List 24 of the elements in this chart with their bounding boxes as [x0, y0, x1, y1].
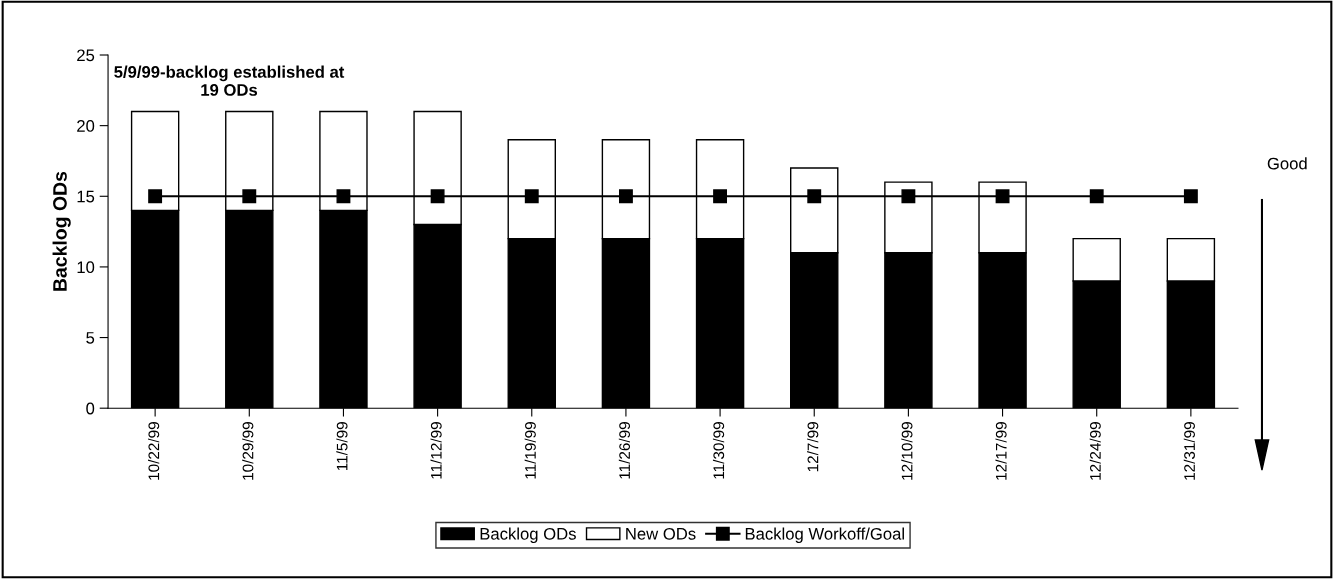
x-tick-label: 11/26/99 — [618, 422, 631, 479]
y-tick-label: 15 — [77, 190, 95, 203]
x-tick-label: 11/19/99 — [524, 422, 536, 479]
x-tick-label: 10/22/99 — [148, 422, 160, 480]
y-tick-label: 20 — [77, 120, 95, 132]
y-tick-label: 0 — [86, 402, 95, 415]
legend-label: Backlog ODs — [480, 527, 576, 544]
y-tick-label: 5 — [86, 332, 95, 344]
legend-label: New ODs — [626, 527, 696, 540]
x-tick-label: 11/5/99 — [336, 422, 348, 471]
x-tick-label: 12/7/99 — [807, 422, 819, 472]
text: Good — [1267, 157, 1307, 170]
y-tick-label: 25 — [77, 49, 95, 62]
x-tick-label: 12/31/99 — [1183, 422, 1195, 480]
x-tick-label: 12/24/99 — [1089, 422, 1101, 480]
x-tick-label: 10/29/99 — [242, 422, 254, 480]
x-tick-label: 12/17/99 — [995, 422, 1007, 480]
y-tick-label: 10 — [77, 261, 95, 274]
annotation: 5/9/99-backlog established at 19 ODs — [114, 65, 345, 96]
x-tick-label: 12/10/99 — [901, 422, 913, 480]
x-tick-label: 11/12/99 — [430, 422, 442, 479]
legend-label: Backlog Workoff/Goal — [745, 527, 904, 544]
x-tick-label: 11/30/99 — [712, 422, 725, 479]
y-axis-title: Backlog ODs — [52, 171, 71, 291]
